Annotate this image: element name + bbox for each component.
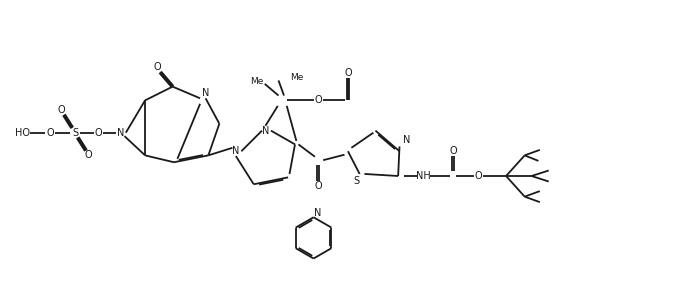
Text: O: O bbox=[475, 171, 482, 181]
Text: O: O bbox=[94, 128, 102, 138]
Text: Me: Me bbox=[289, 73, 303, 82]
Text: O: O bbox=[344, 68, 352, 78]
Text: O: O bbox=[315, 181, 322, 191]
Text: N: N bbox=[262, 126, 269, 136]
Text: N: N bbox=[314, 208, 321, 218]
Text: S: S bbox=[72, 128, 78, 138]
Text: O: O bbox=[449, 146, 457, 156]
Text: N: N bbox=[402, 134, 410, 144]
Text: O: O bbox=[46, 128, 54, 138]
Text: O: O bbox=[154, 62, 161, 72]
Text: O: O bbox=[315, 95, 322, 105]
Text: N: N bbox=[202, 88, 209, 98]
Text: N: N bbox=[117, 128, 125, 138]
Text: HO: HO bbox=[14, 128, 30, 138]
Text: NH: NH bbox=[416, 171, 431, 181]
Text: O: O bbox=[85, 150, 92, 160]
Text: Me: Me bbox=[250, 77, 263, 86]
Text: S: S bbox=[353, 176, 359, 186]
Text: N: N bbox=[232, 146, 240, 156]
Text: O: O bbox=[57, 105, 65, 115]
